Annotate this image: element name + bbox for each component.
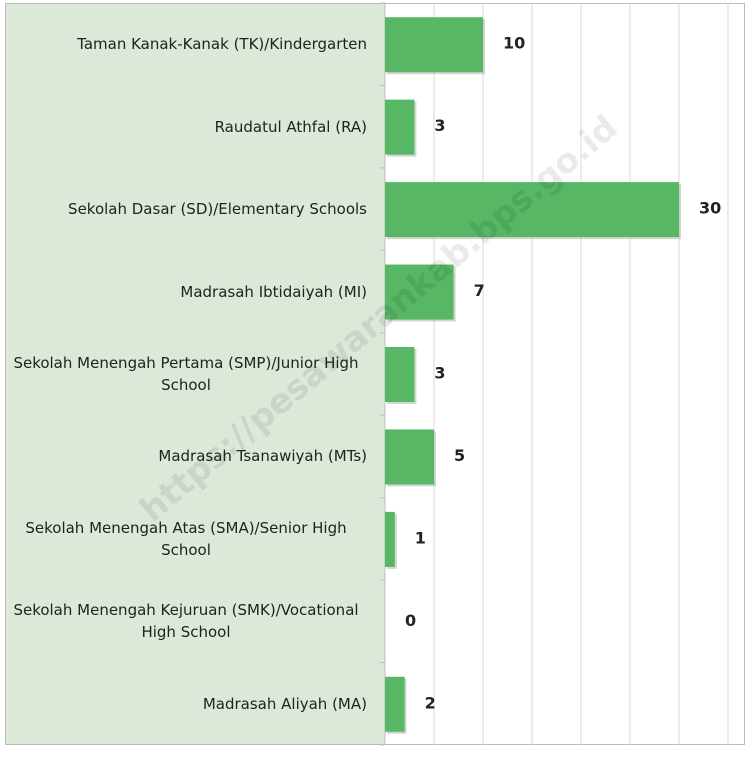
category-label: Madrasah Tsanawiyah (MTs) — [158, 447, 367, 466]
bar — [385, 182, 679, 238]
bar — [385, 676, 405, 732]
category-label-box: Sekolah Dasar (SD)/Elementary Schools — [5, 168, 367, 250]
category-label-box: Taman Kanak-Kanak (TK)/Kindergarten — [5, 3, 367, 85]
category-label: Sekolah Dasar (SD)/Elementary Schools — [68, 200, 367, 219]
category-label: Raudatul Athfal (RA) — [214, 117, 367, 136]
category-label: Sekolah Menengah Kejuruan (SMK)/Vocation… — [13, 601, 359, 642]
category-label: Madrasah Aliyah (MA) — [202, 694, 367, 713]
value-label: 5 — [454, 446, 465, 465]
plot-area — [385, 3, 745, 745]
value-label: 10 — [503, 34, 525, 53]
bar — [385, 429, 434, 485]
category-label-box: Raudatul Athfal (RA) — [5, 85, 367, 167]
frame — [5, 3, 745, 745]
category-label-box: Madrasah Aliyah (MA) — [5, 663, 367, 745]
label-panel — [5, 3, 385, 745]
category-label: Madrasah Ibtidaiyah (MI) — [180, 282, 367, 301]
value-label: 2 — [425, 693, 436, 712]
category-label-box: Madrasah Ibtidaiyah (MI) — [5, 250, 367, 332]
bar — [385, 511, 395, 567]
value-label: 30 — [699, 199, 721, 218]
category-label-box: Sekolah Menengah Pertama (SMP)/Junior Hi… — [5, 333, 367, 415]
bar — [385, 347, 415, 402]
category-label: Sekolah Menengah Atas (SMA)/Senior High … — [25, 518, 347, 559]
category-label-box: Madrasah Tsanawiyah (MTs) — [5, 415, 367, 497]
bar — [385, 99, 415, 155]
value-label: 3 — [434, 116, 445, 135]
bar — [385, 17, 483, 73]
bar — [385, 264, 454, 320]
value-label: 0 — [405, 611, 416, 630]
category-label-box: Sekolah Menengah Kejuruan (SMK)/Vocation… — [5, 580, 367, 662]
category-label: Sekolah Menengah Pertama (SMP)/Junior Hi… — [13, 353, 359, 394]
value-label: 1 — [415, 528, 426, 547]
value-label: 3 — [434, 364, 445, 383]
category-label-box: Sekolah Menengah Atas (SMA)/Senior High … — [5, 498, 367, 580]
value-label: 7 — [474, 281, 485, 300]
category-label: Taman Kanak-Kanak (TK)/Kindergarten — [77, 35, 367, 54]
